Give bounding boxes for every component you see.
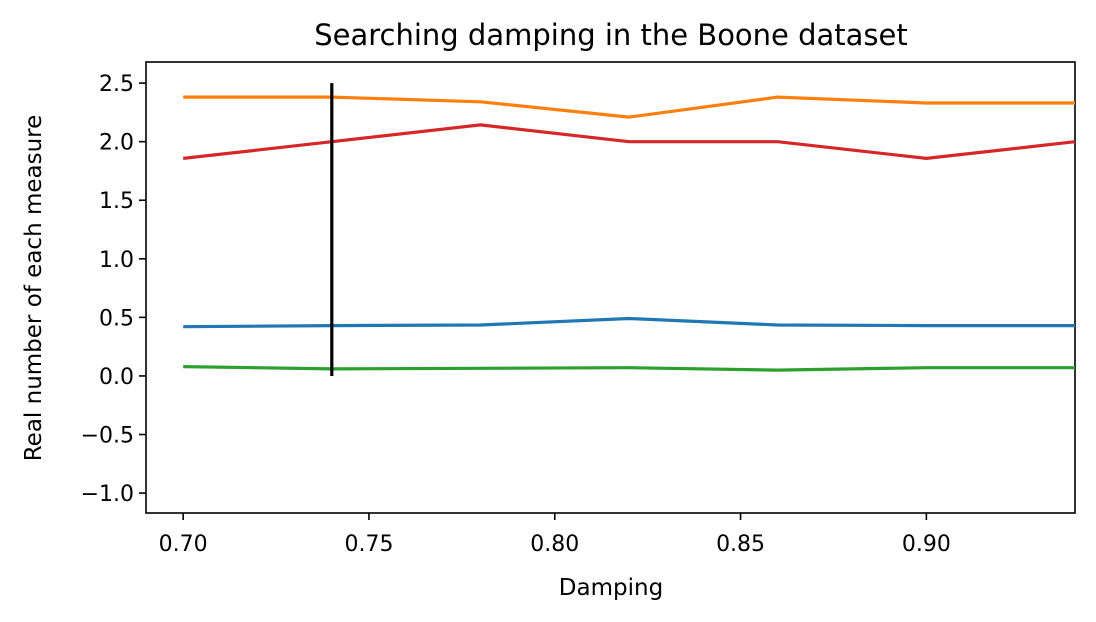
x-tick-label: 0.70	[159, 532, 208, 557]
x-axis: 0.70 0.75 0.80 0.85 0.90	[159, 513, 951, 557]
y-tick-label: 0.5	[99, 306, 134, 331]
series-line-1	[183, 316, 1075, 329]
series-line-4	[183, 123, 1076, 160]
x-tick-label: 0.90	[902, 532, 951, 557]
y-axis-label: Real number of each measure	[21, 115, 47, 462]
y-tick-label: 1.5	[99, 189, 134, 214]
x-axis-label: Damping	[559, 575, 663, 601]
y-tick-label: −0.5	[81, 424, 134, 449]
y-tick-label: 0.0	[99, 365, 134, 390]
x-tick-label: 0.85	[716, 532, 765, 557]
x-tick-label: 0.80	[530, 532, 579, 557]
y-axis: −1.0 −0.5 0.0 0.5 1.0 1.5 2.0 2.5	[81, 72, 146, 507]
lines-layer	[183, 83, 1076, 376]
series-line-2	[183, 95, 1075, 119]
series-line-3	[183, 365, 1075, 372]
chart-title: Searching damping in the Boone dataset	[314, 18, 908, 52]
y-tick-label: 2.0	[99, 131, 134, 156]
y-tick-label: 1.0	[99, 248, 134, 273]
plot-frame	[145, 61, 1076, 514]
x-tick-label: 0.75	[344, 532, 393, 557]
y-tick-label: 2.5	[99, 72, 134, 97]
plot-area: 0.70 0.75 0.80 0.85 0.90 −1.0 −0.5 0.0 0.5 1.0 1.…	[81, 61, 1076, 557]
y-tick-label: −1.0	[81, 482, 134, 507]
